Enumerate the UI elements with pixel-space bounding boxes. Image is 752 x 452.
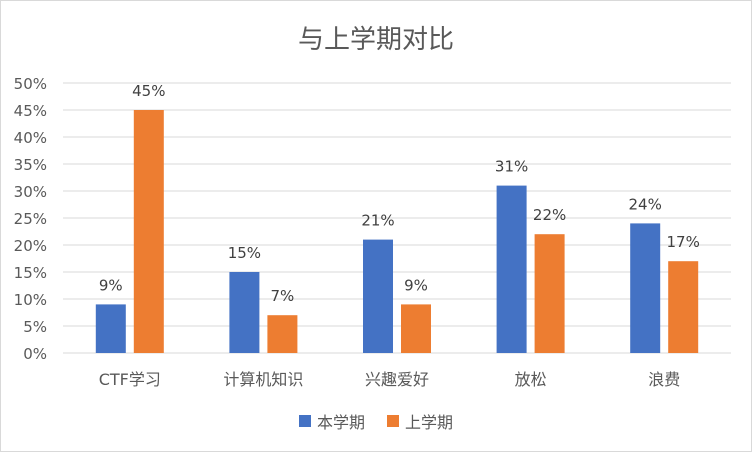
data-label: 15% [228,244,261,262]
data-label: 17% [667,233,700,251]
data-label: 24% [629,195,662,213]
bar-series-1 [363,239,393,353]
legend-swatch-series-1 [298,415,311,427]
legend-item-series-1: 本学期 [298,409,365,433]
bar-series-2 [668,261,699,353]
x-tick-label: 计算机知识 [223,370,303,389]
data-label: 22% [533,206,566,224]
y-tick-label: 35% [14,156,47,174]
x-tick-label: 浪费 [648,370,680,389]
x-axis-tick-labels: CTF学习 计算机知识 兴趣爱好 放松 浪费 [99,370,680,389]
y-axis-tick-labels: 0% 5% 10% 15% 20% 25% 30% 35% 40% 45% 50% [14,75,47,363]
bars [95,110,699,353]
data-label: 31% [495,158,528,176]
bar-series-1 [630,223,661,353]
x-tick-label: CTF学习 [99,370,161,389]
legend-label-series-2: 上学期 [405,413,454,432]
data-label: 21% [361,212,394,230]
x-tick-label: 放松 [515,370,547,389]
legend-label-series-1: 本学期 [316,413,365,432]
legend: 本学期 上学期 [1,409,751,433]
y-tick-label: 30% [14,183,47,201]
data-label: 7% [271,287,295,305]
chart-title: 与上学期对比 [297,25,454,55]
data-labels: 9% 45% 15% 7% 21% 9% 31% 22% 24% 17% [99,82,700,305]
data-label: 9% [404,276,428,294]
legend-item-series-2: 上学期 [387,409,453,433]
bar-series-2 [267,315,298,353]
bar-series-1 [229,272,260,353]
y-tick-label: 45% [14,102,47,120]
y-tick-label: 50% [14,75,47,93]
y-tick-label: 25% [14,210,47,228]
bar-series-2 [534,234,565,353]
legend-swatch-series-2 [387,415,399,427]
gridlines [63,82,731,354]
bar-series-1 [496,185,527,353]
y-tick-label: 40% [14,129,47,147]
y-tick-label: 15% [14,264,47,282]
bar-series-1 [95,304,126,353]
x-tick-label: 兴趣爱好 [365,370,429,389]
y-tick-label: 0% [23,345,47,363]
y-tick-label: 20% [14,237,47,255]
data-label: 45% [132,82,165,100]
bar-series-2 [133,110,164,353]
y-tick-label: 10% [14,291,47,309]
data-label: 9% [99,276,123,294]
y-tick-label: 5% [23,318,47,336]
bar-series-2 [401,304,431,353]
